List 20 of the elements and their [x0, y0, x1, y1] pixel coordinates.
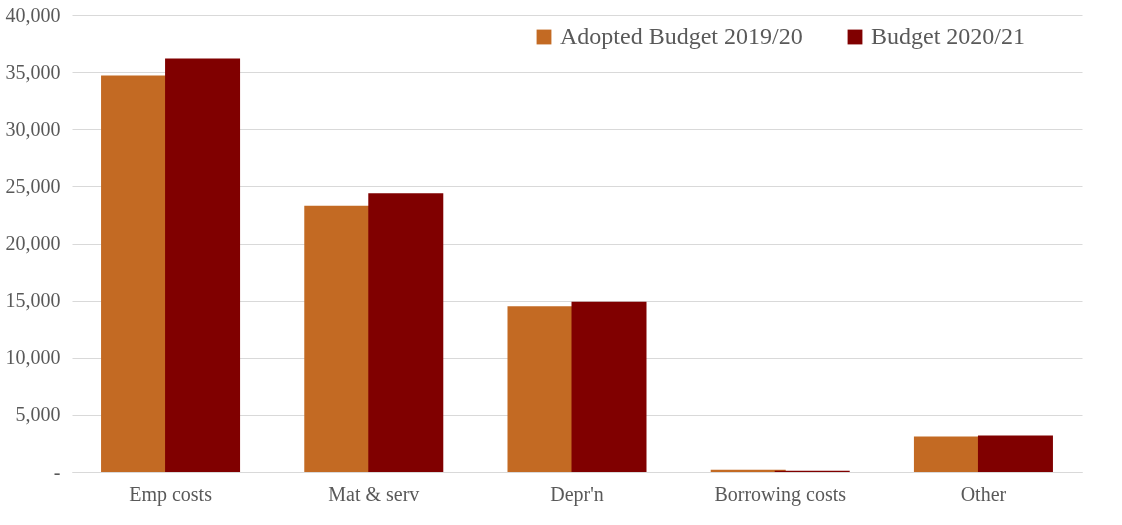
bar	[977, 435, 1053, 472]
x-tick-label: Depr'n	[550, 482, 604, 506]
y-tick-label: 35,000	[5, 60, 61, 83]
x-tick-label: Other	[960, 482, 1007, 505]
y-tick-label: 20,000	[5, 232, 61, 254]
y-tick-label: 40,000	[5, 3, 61, 26]
y-tick-label: 15,000	[5, 289, 61, 312]
x-tick-label: Borrowing costs	[714, 482, 847, 506]
y-tick-label: -	[53, 460, 61, 483]
x-tick-label: Emp costs	[129, 482, 213, 506]
bar	[165, 58, 241, 472]
bar	[368, 193, 444, 472]
y-tick-label: 25,000	[5, 174, 61, 197]
legend-label: Budget 2020/21	[871, 23, 1025, 49]
y-tick-label: 5,000	[15, 403, 61, 426]
x-tick-label: Mat & serv	[328, 482, 420, 505]
bar	[571, 301, 647, 472]
legend-label: Adopted Budget 2019/20	[560, 23, 803, 49]
y-tick-label: 10,000	[5, 346, 61, 369]
y-tick-label: 30,000	[5, 117, 61, 140]
